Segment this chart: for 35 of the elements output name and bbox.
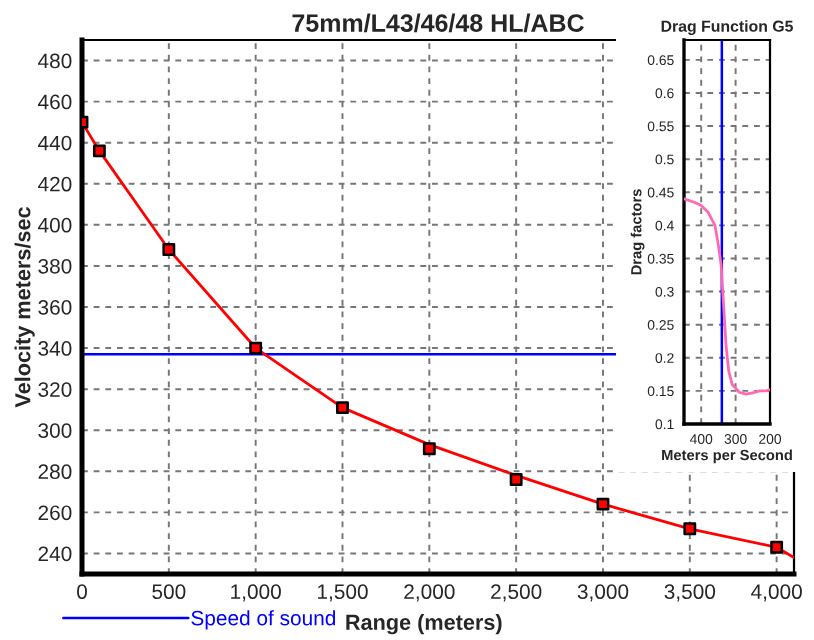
x-tick-label: 1,500 xyxy=(318,584,368,602)
y-tick-label: 280 xyxy=(38,464,72,480)
x-tick-label: 0 xyxy=(77,584,87,600)
x-tick-label: 4,000 xyxy=(751,584,802,602)
y-tick-label: 440 xyxy=(38,135,72,151)
ref-line-label: Speed of sound xyxy=(191,610,336,630)
x-tick-label: 2,500 xyxy=(491,584,542,602)
x-tick-label: 2,000 xyxy=(404,584,455,602)
point xyxy=(162,243,176,256)
y-tick-label: 260 xyxy=(38,505,72,521)
x-axis-title: Range (meters) xyxy=(346,614,502,635)
x-tick-label: 1,000 xyxy=(231,584,281,602)
y-tick-label: 340 xyxy=(38,341,72,356)
y-tick-label: 320 xyxy=(38,382,72,397)
point xyxy=(92,144,106,158)
x-tick-label: 3,500 xyxy=(664,584,716,602)
point xyxy=(596,497,610,511)
y-axis-title: Velocity meters/sec xyxy=(14,207,35,408)
point xyxy=(683,522,697,536)
y-tick-label: 240 xyxy=(38,546,72,562)
y-tick-label: 480 xyxy=(38,53,72,69)
x-tick-label: 500 xyxy=(152,584,186,600)
point xyxy=(249,341,263,355)
point xyxy=(336,401,349,415)
y-tick-label: 400 xyxy=(38,217,72,233)
y-tick-label: 360 xyxy=(38,300,72,315)
x-tick-label: 3,000 xyxy=(577,584,629,602)
point xyxy=(770,540,784,554)
point xyxy=(422,442,436,456)
y-tick-label: 380 xyxy=(38,258,72,274)
y-tick-label: 460 xyxy=(38,94,72,110)
line-series xyxy=(684,197,770,396)
y-tick-label: 420 xyxy=(38,176,72,192)
point xyxy=(509,473,523,486)
chart-title: 75mm/L43/46/48 HL/ABC xyxy=(292,13,584,33)
